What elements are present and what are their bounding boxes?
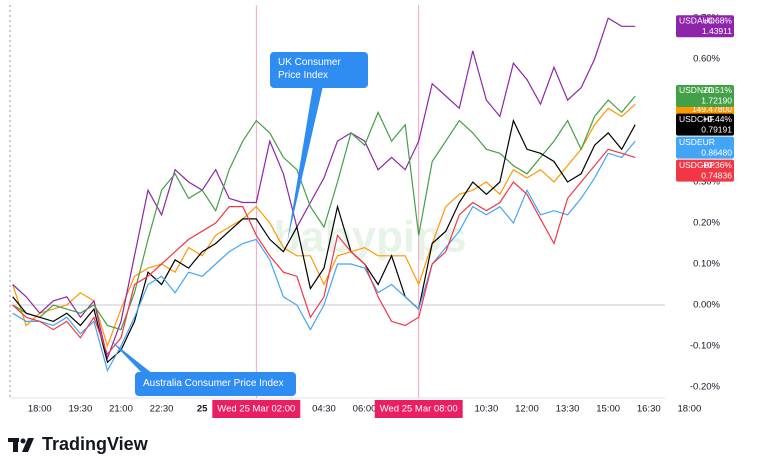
price-tag-name: USDNZD [679,85,714,95]
price-tag-box [676,84,734,107]
price-tag-box [676,15,734,38]
price-tag-price: 0.86480 [701,147,732,157]
y-tick-label: -0.20% [690,381,721,392]
price-tag: USDAUD+0.68%1.43911 [676,15,734,38]
x-tick-label: 18:00 [677,404,701,415]
x-tick-label: 10:30 [474,404,498,415]
y-tick-label: 0.30% [693,177,720,188]
x-tick-label: 22:30 [150,404,174,415]
price-tag: USDGBP+0.36%0.74836 [676,159,734,182]
price-tag-change: +0.68% [703,16,733,26]
x-tick-label: 21:00 [109,404,133,415]
price-tag-price: 0.74836 [701,170,732,180]
price-tag-price: 1.72190 [701,96,732,106]
brand-name: TradingView [42,434,148,454]
series-line [12,140,636,373]
price-tag-name: USDEUR [679,137,715,147]
price-tag-change: +0.51% [703,85,733,95]
brand: TradingView [8,434,148,455]
price-tag-name: USDCHF [679,114,714,124]
x-tick-label: 13:30 [556,404,580,415]
x-tick-label: 04:30 [312,404,336,415]
x-tick-label: 16:30 [637,404,661,415]
price-tag-change: +0.44% [703,114,733,124]
x-tick-label: 18:00 [28,404,52,415]
price-tag-box [676,113,734,136]
x-tick-label: 12:00 [515,404,539,415]
annotation: Australia Consumer Price Index [135,372,296,396]
callout-arrow [110,340,153,374]
price-tag-price: 0.79191 [701,124,732,134]
series-line [12,17,636,361]
marker-label: Wed 25 Mar 08:00 [380,404,458,415]
series-line [12,95,636,331]
marker-box [374,400,463,418]
price-tag: USDCHF+0.44%0.79191 [676,113,734,136]
series-line [12,103,636,348]
y-tick-label: 0.10% [693,259,720,270]
price-tag-name: USDGBP [679,160,715,170]
price-tag-price: 1.43911 [702,26,732,36]
price-tag-name: USDAUD [679,16,715,26]
price-tag-change: +0.36% [703,160,733,170]
annotation: UK Consumer Price Index [270,52,368,88]
y-tick-label: 0.60% [693,54,720,65]
callout-arrow [287,86,323,243]
marker-box [212,400,301,418]
x-tick-label: 15:00 [596,404,620,415]
price-tag-price: 149.47800 [692,104,732,114]
marker-label: Wed 25 Mar 02:00 [217,404,295,415]
x-tick-label: 19:30 [68,404,92,415]
series-line [12,148,636,356]
price-tag-box [676,136,734,159]
price-tag: USDNZD+0.51%1.72190 [676,84,734,107]
y-tick-label: -0.10% [690,340,721,351]
price-tag-box [676,159,734,182]
x-tick-label: 25 [197,404,208,415]
y-tick-label: 0.00% [693,299,720,310]
x-tick-label: 06:00 [353,404,377,415]
y-tick-label: 0.20% [693,218,720,229]
brand-logo [8,437,34,452]
